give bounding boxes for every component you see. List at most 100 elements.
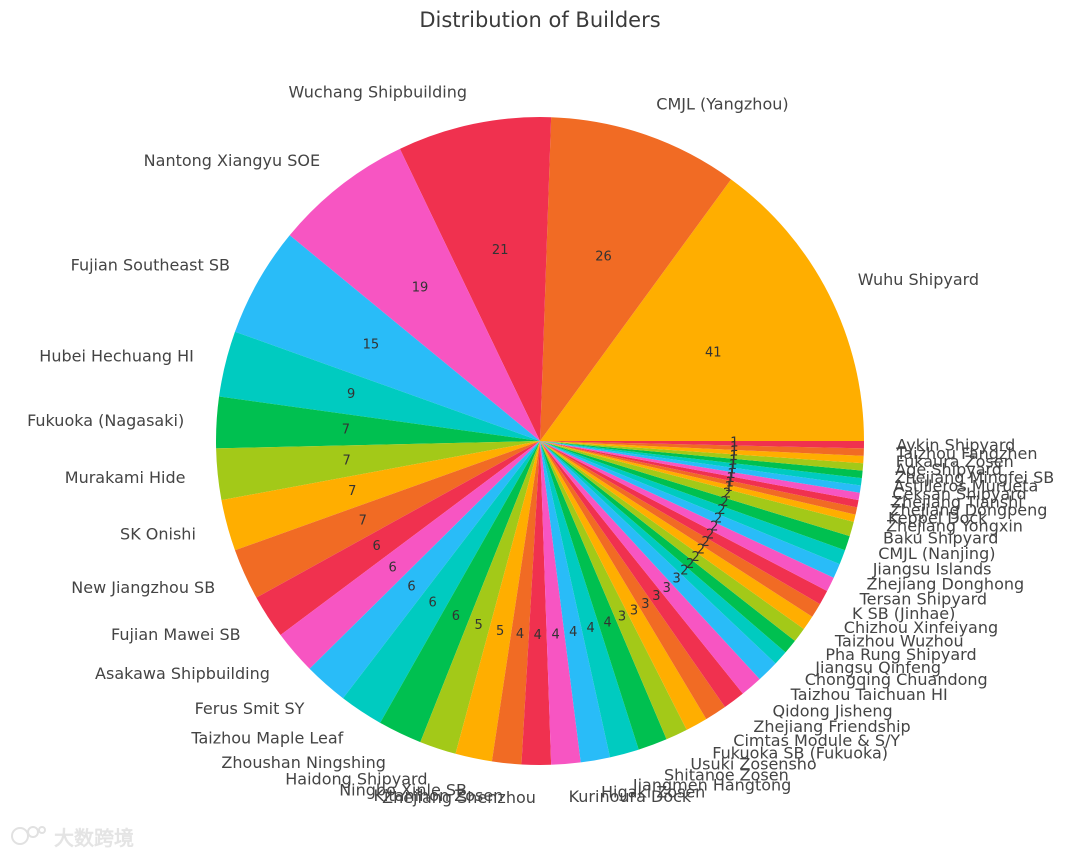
watermark: 大数跨境	[11, 826, 134, 850]
pie-slice-zhoushan-ningshing	[380, 441, 540, 743]
value-label-kitanihon-zosen: 4	[516, 627, 524, 642]
pie-slice-age-shipyard	[540, 441, 864, 471]
value-label-aykin-shipyard: 1	[730, 436, 738, 451]
pie-slice-jiangsu-islands	[540, 441, 846, 565]
category-label-zhejiang-dongpeng: Zhejiang Dongpeng	[890, 501, 1048, 520]
pie-slice-aykin-shipyard	[540, 441, 864, 449]
value-label-pha-rung-shipyard: 2	[692, 550, 700, 565]
value-label-usuki-zosensho: 3	[618, 610, 626, 625]
value-label-wuhu-shipyard: 41	[705, 345, 722, 360]
category-label-asakawa-shipbuilding: Asakawa Shipbuilding	[95, 664, 270, 683]
pie-slice-hubei-hechuang-hi	[219, 331, 540, 441]
category-label-fukaura-zosen: Fukaura Zosen	[896, 452, 1014, 471]
category-label-hubei-hechuang-hi: Hubei Hechuang HI	[39, 347, 194, 366]
value-label-zhejiang-donghong: 2	[714, 512, 722, 527]
value-label-cmjl-yangzhou: 26	[595, 250, 612, 265]
pie-slice-asakawa-shipbuilding	[280, 441, 540, 669]
pie-slice-chizhou-xinfeiyang	[540, 441, 820, 617]
pie-slice-haidong-shipyard	[420, 441, 540, 754]
category-label-zhejiang-yongxin: Zhejiang Yongxin	[886, 517, 1023, 536]
pie-slice-zhejiang-yongxin	[540, 441, 856, 522]
pie-slice-pha-rung-shipyard	[540, 441, 804, 641]
category-label-jiangmen-hangtong: Jiangmen Hangtong	[632, 776, 791, 795]
category-label-wuchang-shipbuilding: Wuchang Shipbuilding	[289, 83, 468, 102]
pie-slice-baku-shipyard	[540, 441, 854, 537]
pie-slice-taizhou-wuzhou	[540, 441, 813, 630]
category-label-murakami-hide: Murakami Hide	[65, 468, 186, 487]
pie-slice-taizhou-maple-leaf	[343, 441, 540, 723]
pie-slice-new-jiangzhou-sb	[234, 441, 541, 598]
category-label-sk-onishi: SK Onishi	[120, 524, 196, 543]
pie-slice-wuhu-shipyard	[540, 179, 864, 441]
category-label-fujian-southeast-sb: Fujian Southeast SB	[71, 256, 230, 275]
value-label-jiangsu-islands: 2	[717, 503, 725, 518]
value-label-chizhou-xinfeiyang: 2	[702, 535, 710, 550]
category-label-usuki-zosensho: Usuki Zosensho	[690, 755, 816, 774]
value-label-baku-shipyard: 2	[723, 486, 731, 501]
category-label-jiangsu-islands: Jiangsu Islands	[872, 559, 992, 578]
category-label-pha-rung-shipyard: Pha Rung Shipyard	[825, 645, 976, 664]
category-label-fukuoka-nagasaki: Fukuoka (Nagasaki)	[27, 411, 184, 430]
value-label-hubei-hechuang-hi: 9	[347, 387, 355, 402]
pie-slice-qidong-jisheng	[540, 441, 760, 694]
value-label-taizhou-wuzhou: 2	[697, 543, 705, 558]
category-label-new-jiangzhou-sb: New Jiangzhou SB	[71, 578, 215, 597]
value-label-qidong-jisheng: 3	[663, 581, 671, 596]
category-label-zhejiang-tianshi: Zhejiang Tianshi	[891, 493, 1023, 512]
category-label-zhejiang-mingfei-sb: Zhejiang Mingfei SB	[895, 468, 1055, 487]
value-label-fujian-mawei-sb: 6	[373, 539, 381, 554]
category-label-chizhou-xinfeiyang: Chizhou Xinfeiyang	[844, 618, 998, 637]
value-label-higaki-zosen: 4	[569, 625, 577, 640]
category-label-k-sb-jinhae: K SB (Jinhae)	[852, 604, 955, 623]
pie-slice-taizhou-taichuan-hi	[540, 441, 776, 680]
category-label-fukuoka-sb-fukuoka: Fukuoka SB (Fukuoka)	[712, 744, 888, 763]
pie-slice-nantong-xiangyu-soe	[289, 148, 540, 442]
category-label-taizhou-maple-leaf: Taizhou Maple Leaf	[190, 729, 343, 748]
pie-slice-cmjl-nanjing	[540, 441, 850, 551]
value-label-taizhou-fangzhen: 1	[730, 440, 738, 455]
pie-slice-tersan-shipyard	[540, 441, 834, 592]
value-label-tersan-shipyard: 2	[710, 520, 718, 535]
pie-slice-wuchang-shipbuilding	[399, 116, 552, 442]
pie-slice-cmjl-yangzhou	[540, 117, 732, 441]
pie-slice-astilleros-murueta	[540, 441, 862, 486]
watermark-logo-icon	[11, 826, 46, 845]
value-label-k-sb-jinhae: 2	[706, 528, 714, 543]
pie-slice-kitanihon-zosen	[491, 441, 540, 765]
value-label-kurinoura-dock: 4	[551, 627, 559, 642]
category-label-chongqing-chuandong: Chongqing Chuandong	[805, 670, 988, 689]
value-label-age-shipyard: 1	[730, 449, 738, 464]
category-label-cmjl-nanjing: CMJL (Nanjing)	[878, 544, 995, 563]
pie-slice-higaki-zosen	[540, 441, 611, 763]
pie-slice-k-sb-jinhae	[540, 441, 828, 605]
value-label-zhejiang-mingfei-sb: 1	[729, 454, 737, 469]
value-label-fukuoka-nagasaki: 7	[342, 422, 350, 437]
category-label-taizhou-taichuan-hi: Taizhou Taichuan HI	[790, 685, 948, 704]
pie-slice-kurinoura-dock	[540, 441, 581, 765]
category-label-age-shipyard: Age Shipyard	[895, 460, 1002, 479]
category-label-jiangsu-qinfeng: Jiangsu Qinfeng	[814, 658, 941, 677]
value-label-zhoushan-ningshing: 6	[452, 609, 460, 624]
category-label-aykin-shipyard: Aykin Shipyard	[896, 436, 1015, 455]
pie-slice-keppel-dock	[540, 441, 858, 515]
value-label-new-jiangzhou-sb: 7	[359, 514, 367, 529]
category-label-tersan-shipyard: Tersan Shipyard	[859, 589, 987, 608]
pie-slice-usuki-zosensho	[540, 441, 687, 740]
pie-slice-zhejiang-dongpeng	[540, 441, 859, 508]
category-label-zhejiang-shenzhou: Zhejiang Shenzhou	[382, 788, 536, 807]
value-label-fukuoka-sb-fukuoka: 3	[630, 604, 638, 619]
category-label-zhejiang-friendship: Zhejiang Friendship	[753, 717, 910, 736]
value-label-cmjl-nanjing: 2	[720, 495, 728, 510]
category-label-baku-shipyard: Baku Shipyard	[883, 528, 998, 547]
value-label-ningbo-xinle-sb: 5	[496, 624, 504, 639]
value-label-nantong-xiangyu-soe: 19	[412, 281, 429, 296]
pie-category-labels: Wuhu Shipyard CMJL (Yangzhou) Wuchang Ship…	[27, 83, 1054, 807]
pie-slice-zhejiang-mingfei-sb	[540, 441, 863, 479]
pie-slice-zhejiang-donghong	[540, 441, 840, 578]
value-label-murakami-hide: 7	[342, 454, 350, 469]
pie-slice-chongqing-chuandong	[540, 441, 786, 664]
value-label-keppel-dock: 1	[726, 476, 734, 491]
value-label-zhejiang-shenzhou: 4	[534, 628, 542, 643]
